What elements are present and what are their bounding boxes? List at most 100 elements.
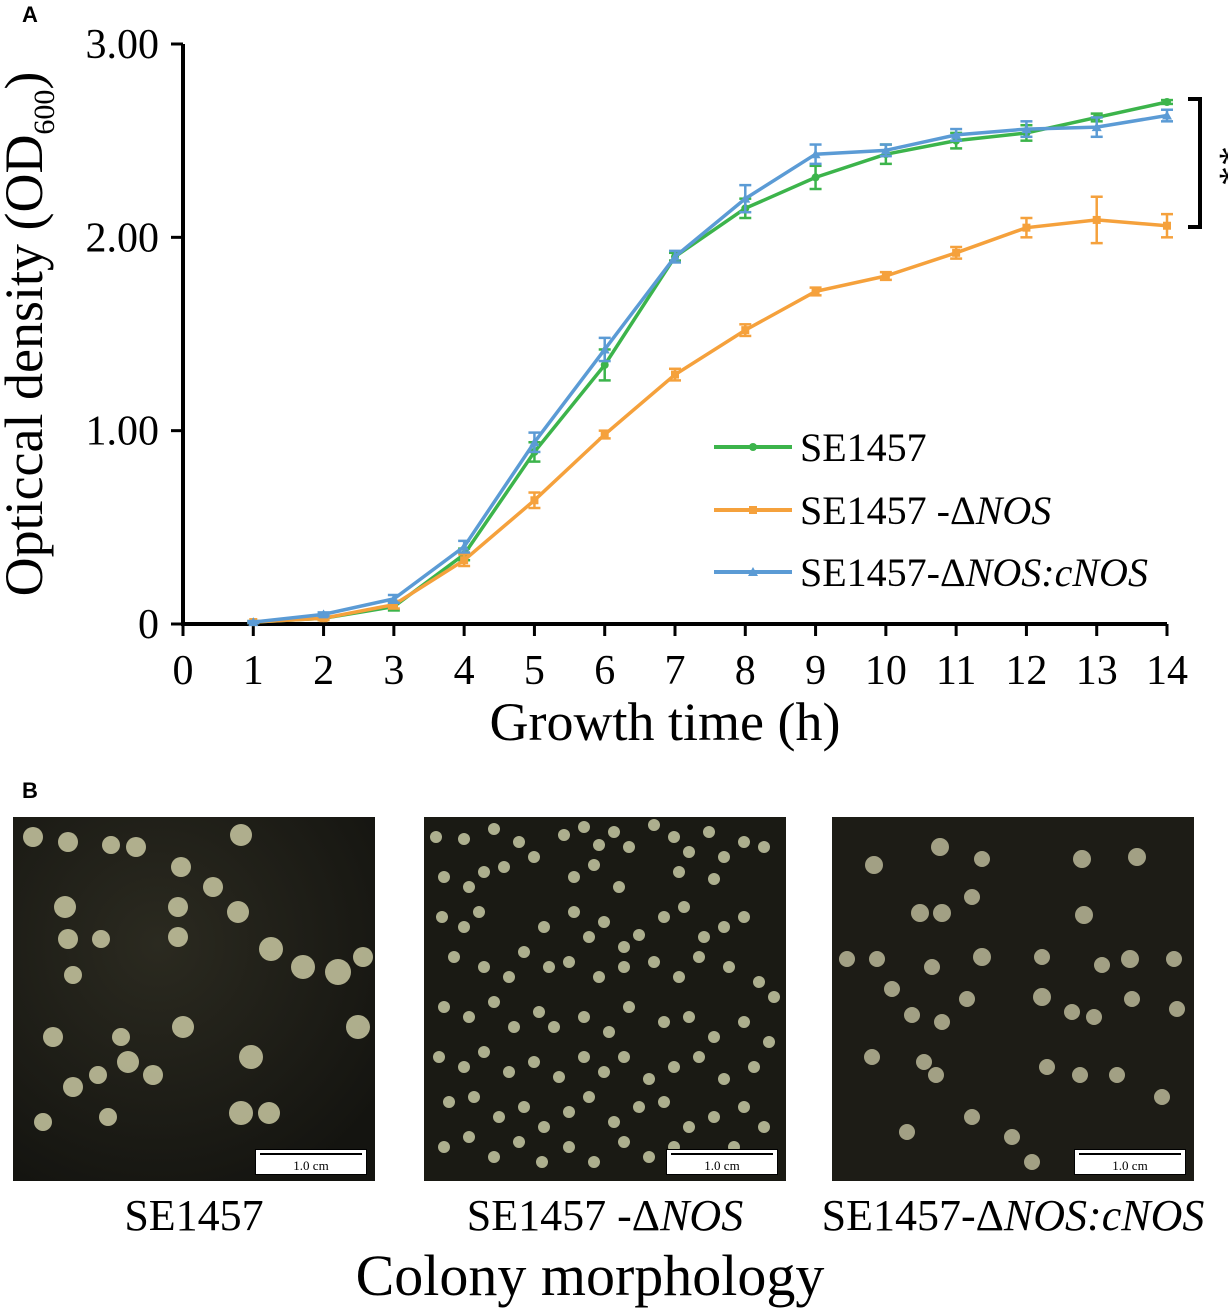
colony (513, 1136, 525, 1148)
colony (608, 1116, 620, 1128)
colony (553, 1071, 565, 1083)
colony (738, 1016, 750, 1028)
x-tick-label: 13 (1076, 648, 1118, 694)
series-layer (247, 98, 1173, 627)
colony (436, 911, 448, 923)
colony (478, 1046, 490, 1058)
colony (488, 1151, 500, 1163)
data-point (530, 496, 539, 505)
colony (503, 1066, 515, 1078)
significance-bracket: ** (1188, 97, 1228, 229)
colony (558, 829, 570, 841)
colony (473, 906, 485, 918)
data-point (1092, 215, 1101, 224)
colony (758, 841, 770, 853)
colony (588, 859, 600, 871)
data-point (952, 248, 961, 257)
axes: 0 1 2 3 4 5 6 7 8 9 10 11 12 13 1401.002.003.00Growth … (0, 22, 1188, 752)
colony (598, 1066, 610, 1078)
caption-complemented: SE1457-ΔNOS:cNOS (821, 1191, 1205, 1240)
significance-marker: ** (1199, 146, 1228, 186)
x-tick-label: 4 (454, 648, 475, 694)
colony (568, 906, 580, 918)
y-tick-label: 1.00 (86, 409, 160, 455)
colony (658, 911, 670, 923)
colony-photo-se1457-image (13, 817, 375, 1181)
colony (528, 1056, 540, 1068)
colony (508, 1021, 520, 1033)
data-point (389, 600, 398, 609)
legend-label-plain: SE1457 (800, 425, 927, 470)
colony (633, 929, 645, 941)
scalebar-ruler (1079, 1153, 1181, 1163)
data-point (248, 617, 259, 627)
x-tick-label: 10 (865, 648, 907, 694)
colony (683, 1121, 695, 1133)
colony (583, 931, 595, 943)
colony (698, 931, 710, 943)
colony (678, 901, 690, 913)
colony (668, 831, 680, 843)
legend-label-italic: NOS:cNOS (965, 550, 1148, 595)
colony (708, 1111, 720, 1123)
data-point (318, 609, 329, 619)
scalebar: 1.0 cm (255, 1149, 367, 1175)
colony (603, 1026, 615, 1038)
colony (548, 1021, 560, 1033)
colony (463, 1011, 475, 1023)
colony (623, 841, 635, 853)
data-point (811, 287, 820, 296)
colony (458, 1061, 470, 1073)
colony-photo-se1457: 1.0 cm (13, 817, 375, 1181)
data-point (1022, 223, 1031, 232)
legend-marker (749, 443, 757, 451)
colony (493, 1111, 505, 1123)
colony (633, 1101, 645, 1113)
y-axis-title-main: Opticcal density (OD (0, 135, 54, 597)
colony (583, 1091, 595, 1103)
legend-label-plain: SE1457-Δ (800, 550, 966, 595)
colony (708, 873, 720, 885)
colony (718, 851, 730, 863)
x-tick-label: 8 (735, 648, 756, 694)
colony (578, 1011, 590, 1023)
scalebar: 1.0 cm (1074, 1149, 1186, 1175)
colony (578, 821, 590, 833)
colony (468, 1091, 480, 1103)
data-point (1021, 124, 1032, 134)
colony (618, 1051, 630, 1063)
y-axis-title: Opticcal density (OD600) (0, 72, 61, 597)
colony (693, 951, 705, 963)
data-point (388, 593, 399, 603)
colony (478, 961, 490, 973)
colony (608, 826, 620, 838)
colony (648, 956, 660, 968)
colony (593, 971, 605, 983)
colony (658, 1096, 670, 1108)
colony (498, 861, 510, 873)
colony (658, 1016, 670, 1028)
colony-photo-nos-mutant-image (424, 817, 786, 1181)
colony (478, 866, 490, 878)
data-point (599, 344, 610, 354)
series-2 (247, 108, 1173, 627)
x-axis-title: Growth time (h) (490, 692, 841, 752)
colony (433, 1051, 445, 1063)
colony (643, 1073, 655, 1085)
x-tick-label: 5 (524, 648, 545, 694)
colony (648, 819, 660, 831)
colony (748, 1061, 760, 1073)
data-point (1162, 110, 1172, 120)
colony (543, 961, 555, 973)
data-point (740, 193, 751, 203)
colony (458, 833, 470, 845)
data-point (670, 251, 680, 261)
colony (536, 1156, 548, 1168)
colony (438, 1001, 450, 1013)
data-point (459, 541, 470, 551)
x-tick-label: 3 (383, 648, 404, 694)
y-tick-label: 3.00 (86, 22, 160, 68)
data-point (671, 370, 679, 379)
colony (458, 921, 470, 933)
colony (643, 1151, 655, 1163)
